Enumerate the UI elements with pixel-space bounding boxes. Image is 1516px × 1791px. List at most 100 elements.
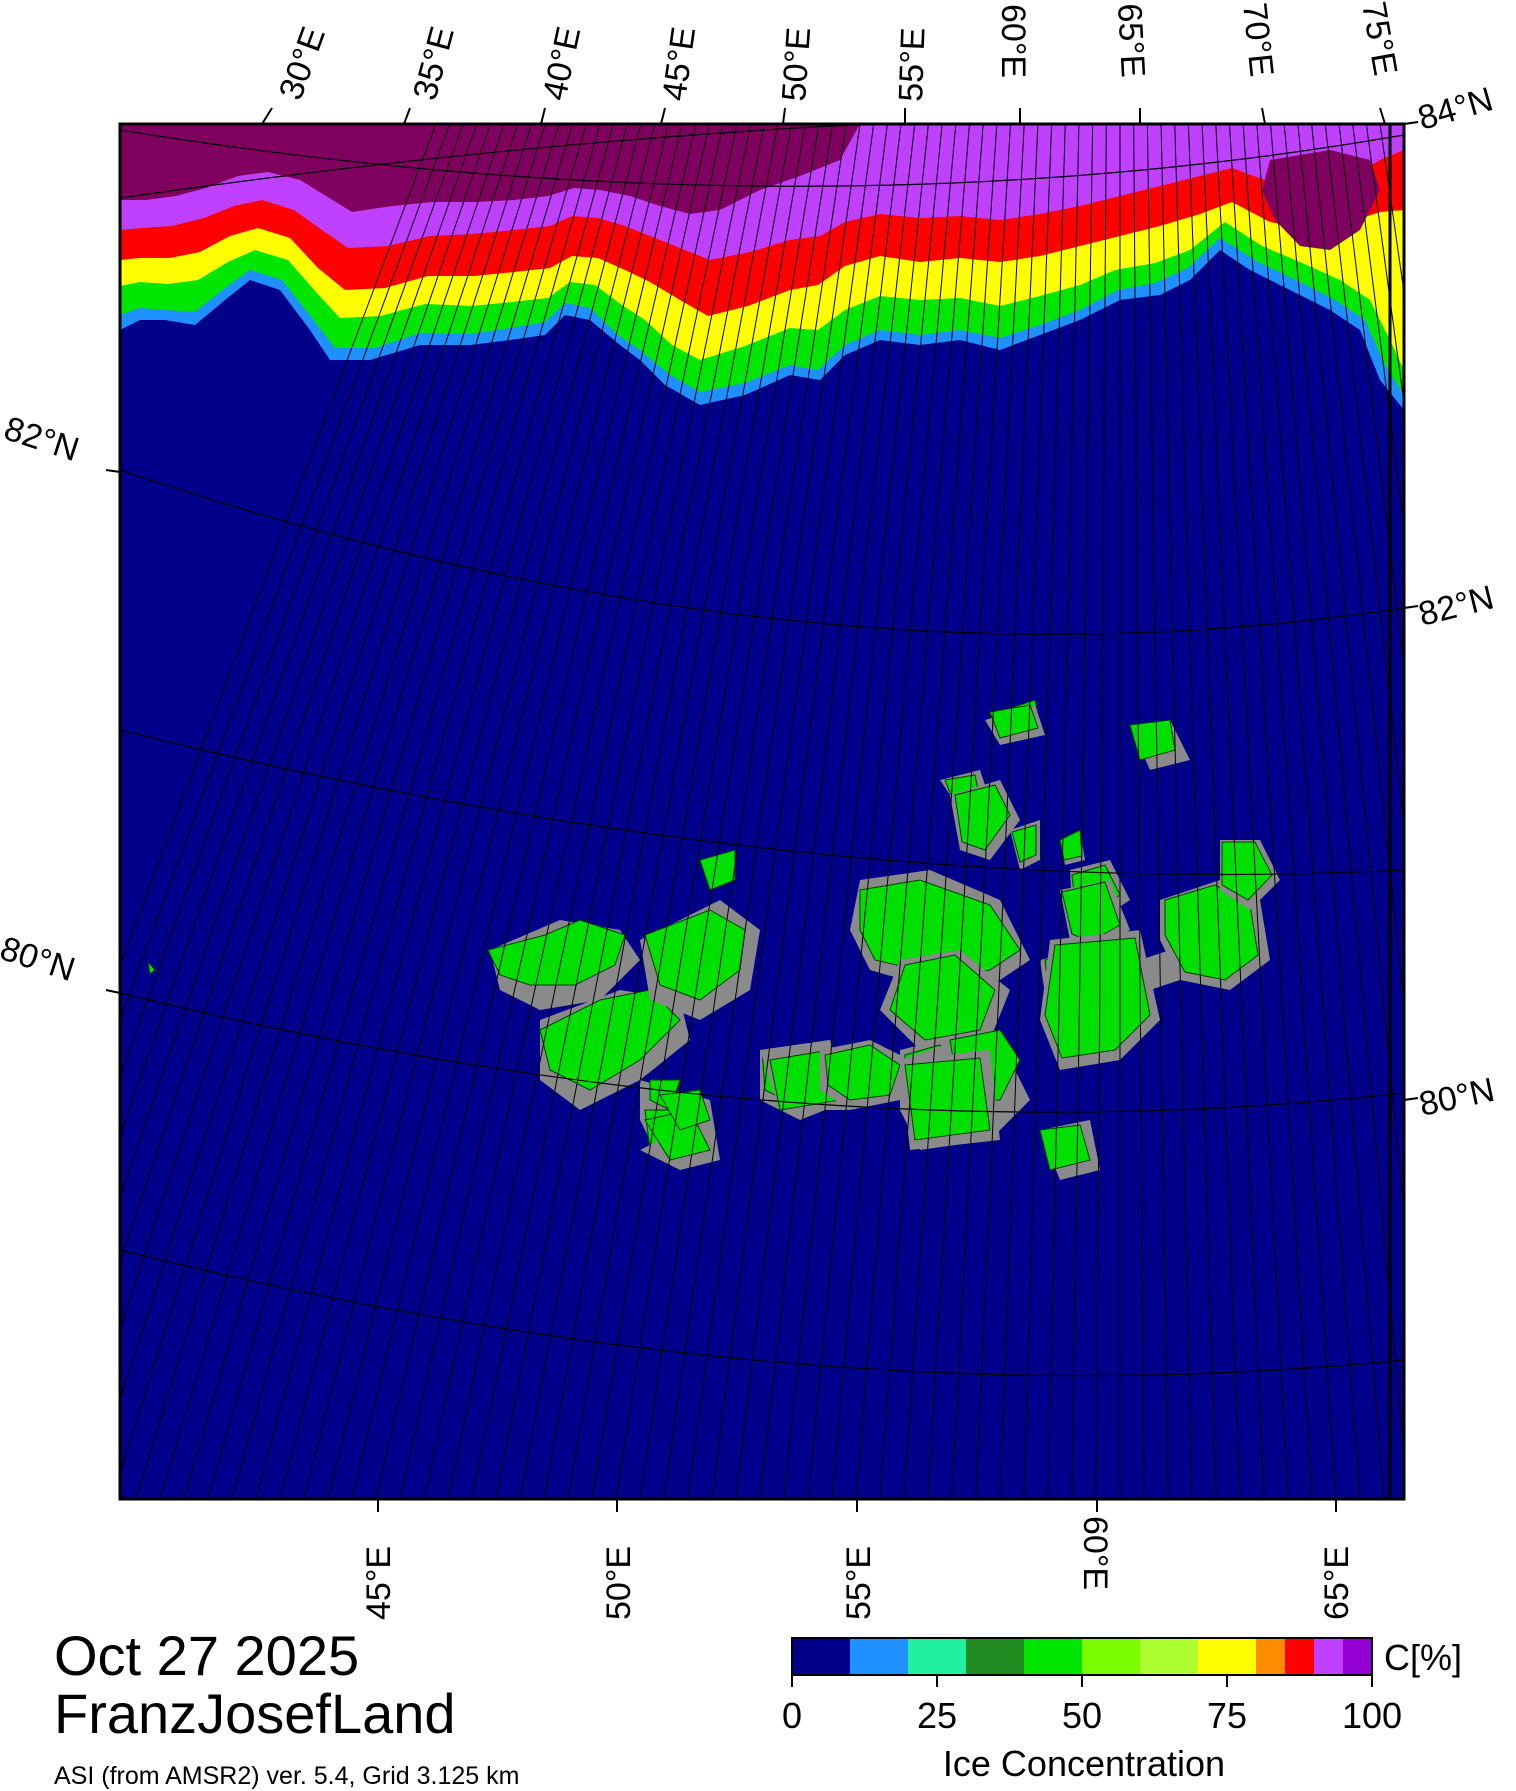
meridian-line: [1133, 124, 1145, 1499]
island: [954, 784, 1011, 851]
graticule-latitude: [120, 124, 1404, 1377]
colorbar-title: Ice Concentration: [943, 1743, 1225, 1784]
meridian-line: [1174, 124, 1217, 1499]
lon-label-top: 30°E: [272, 22, 333, 105]
colorbar-cell: [1082, 1638, 1140, 1675]
meridian-line: [591, 124, 820, 1499]
island: [904, 1057, 991, 1141]
colorbar-cell: [792, 1638, 850, 1675]
meridian-line: [879, 124, 984, 1499]
left-latitude-labels: 82°N 80°N: [0, 409, 121, 994]
meridian-line: [831, 124, 957, 1499]
lat-label-right: 82°N: [1415, 579, 1498, 634]
meridian-line: [663, 124, 861, 1499]
colorbar-cell: [1024, 1638, 1082, 1675]
meridian-line: [120, 124, 437, 968]
meridian-line: [423, 124, 724, 1499]
meridian-line: [1283, 124, 1404, 1461]
right-latitude-labels: 84°N 82°N 80°N: [1403, 80, 1498, 1124]
colorbar-cell: [1343, 1638, 1372, 1675]
meridian-line: [807, 124, 943, 1499]
lon-label-top: 50°E: [775, 26, 818, 103]
meridian-line: [1311, 124, 1404, 1009]
island: [644, 909, 746, 1001]
meridian-line: [1187, 124, 1241, 1499]
meridian-line: [399, 124, 710, 1499]
meridian-line: [1297, 124, 1404, 1218]
meridian-line: [1256, 124, 1361, 1499]
meridian-line: [999, 124, 1053, 1499]
meridian-line: [120, 124, 533, 1402]
island: [1044, 937, 1151, 1059]
meridian-line: [951, 124, 1025, 1499]
meridian-line: [855, 124, 970, 1499]
meridian-line: [783, 124, 929, 1499]
meridian-line: [120, 124, 464, 1079]
meridian-line: [903, 124, 998, 1499]
island: [539, 989, 681, 1091]
meridian-line: [159, 124, 574, 1499]
meridian-line: [279, 124, 642, 1499]
meridian-line: [1270, 124, 1385, 1499]
ice-band-dark: [120, 124, 860, 214]
meridian-line: [1242, 124, 1337, 1499]
meridian-line: [1365, 124, 1404, 407]
lat-label-right: 80°N: [1416, 1071, 1498, 1124]
meridian-line: [375, 124, 697, 1499]
lon-label-top: 75°E: [1354, 0, 1404, 78]
colorbar-tick: 0: [782, 1695, 802, 1736]
island: [1221, 841, 1273, 901]
colorbar-tick: 25: [917, 1695, 957, 1736]
meridian-line: [543, 124, 793, 1499]
island: [659, 1089, 711, 1131]
meridian-line: [639, 124, 847, 1499]
meridian-line: [120, 124, 491, 1200]
meridian-line: [1146, 124, 1169, 1499]
meridian-line: [615, 124, 834, 1499]
island: [1011, 824, 1037, 863]
meridian-line: [327, 124, 669, 1499]
colorbar-tick: 50: [1062, 1695, 1102, 1736]
island: [989, 704, 1039, 739]
colorbar-cell: [1256, 1638, 1285, 1675]
island: [487, 919, 626, 986]
meridian-line: [519, 124, 779, 1499]
island: [1061, 881, 1121, 943]
meridian-line: [120, 124, 519, 1331]
meridian-line: [1095, 124, 1107, 1499]
meridian-line: [120, 124, 546, 1476]
colorbar-unit: C[%]: [1384, 1637, 1462, 1678]
meridian-line: [120, 124, 450, 1022]
meridian-line: [447, 124, 738, 1499]
lon-label-bottom: 65°E: [1318, 1546, 1356, 1620]
island: [147, 960, 156, 975]
island: [699, 849, 736, 891]
lon-label-top: 35°E: [406, 23, 462, 104]
lon-label-top: 60°E: [994, 4, 1032, 78]
meridian-line: [567, 124, 806, 1499]
island: [859, 879, 1021, 976]
colorbar-tick: 75: [1207, 1695, 1247, 1736]
lon-label-top: 45°E: [655, 24, 703, 103]
meridian-line: [975, 124, 1039, 1499]
meridian-line: [120, 124, 505, 1264]
lon-label-bottom: 50°E: [600, 1546, 638, 1620]
lon-label-top: 65°E: [1110, 2, 1152, 78]
colorbar-cell: [1314, 1638, 1343, 1675]
meridian-line: [183, 124, 587, 1499]
colorbar-cell: [850, 1638, 908, 1675]
colorbar-cell: [1285, 1638, 1314, 1675]
lon-label-bottom: 45°E: [360, 1546, 398, 1620]
meridian-line: [303, 124, 656, 1499]
lat-label-left: 80°N: [0, 929, 80, 989]
meridian-line: [687, 124, 875, 1499]
meridian-line: [1228, 124, 1313, 1499]
meridian-line: [207, 124, 601, 1499]
colorbar-cell: [1198, 1638, 1256, 1675]
colorbar-cell: [966, 1638, 1024, 1675]
meridian-line: [1201, 124, 1265, 1499]
meridian-line: [135, 124, 560, 1499]
meridian-line: [351, 124, 683, 1499]
region-name: FranzJosefLand: [54, 1682, 456, 1745]
